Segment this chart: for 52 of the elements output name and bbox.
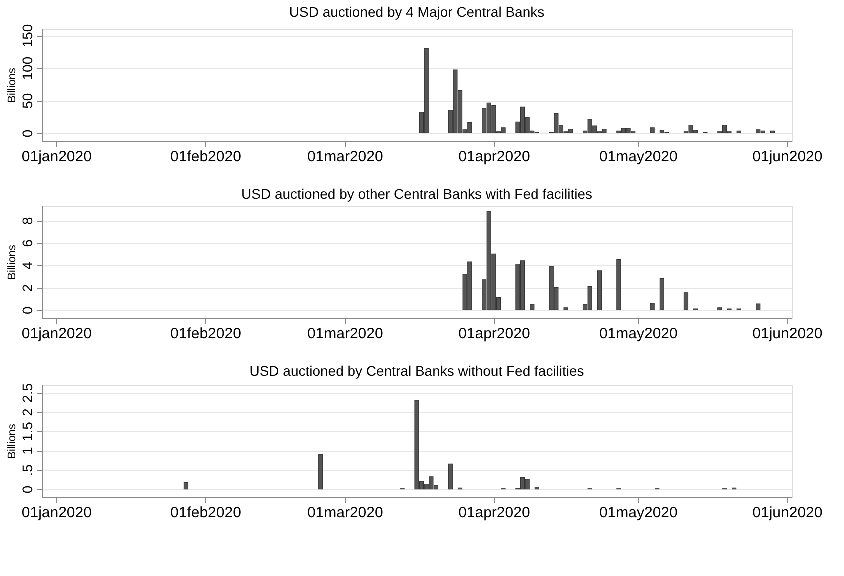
bar	[650, 128, 655, 134]
y-tick-label: 4	[20, 262, 36, 270]
y-tick-label: 2	[20, 408, 36, 416]
bar	[318, 454, 324, 490]
x-tick-label: 01may2020	[599, 504, 678, 522]
x-tick-label: 01jan2020	[22, 148, 92, 166]
x-tick-label: 01jan2020	[22, 326, 92, 342]
x-tick-label: 01jan2020	[22, 504, 92, 522]
bar	[184, 482, 189, 490]
bar	[448, 464, 453, 490]
y-tick-label: 8	[20, 216, 36, 225]
bar	[530, 304, 535, 310]
chart-title: USD auctioned by Central Banks without Fed facilities	[250, 362, 584, 379]
y-axis-title: Billions	[6, 424, 18, 459]
y-tick-label: 6	[20, 239, 36, 248]
bar	[718, 308, 722, 310]
y-tick-label: 0	[20, 486, 36, 494]
x-tick-label: 01mar2020	[307, 326, 384, 342]
x-tick-label: 01jun2020	[752, 326, 823, 342]
y-tick-label: 0	[20, 130, 36, 138]
bar	[650, 303, 655, 310]
bar	[616, 259, 622, 310]
x-tick-label: 01feb2020	[170, 148, 242, 166]
y-tick-label: .5	[20, 464, 36, 476]
bar	[564, 308, 568, 310]
x-tick-label: 01apr2020	[458, 326, 530, 342]
bar	[660, 278, 664, 310]
y-axis-title: Billions	[6, 244, 18, 280]
x-tick-label: 01jun2020	[752, 504, 823, 522]
y-tick-label: 150	[20, 24, 36, 48]
bar	[684, 292, 689, 310]
y-tick-label: 1	[20, 447, 36, 456]
y-tick-label: 50	[20, 93, 36, 109]
y-tick-label: 0	[20, 306, 36, 315]
x-tick-label: 01mar2020	[307, 504, 384, 522]
y-tick-label: 1.5	[20, 422, 36, 442]
x-tick-label: 01may2020	[599, 148, 678, 166]
chart-title: USD auctioned by 4 Major Central Banks	[289, 4, 545, 20]
x-tick-label: 01jun2020	[752, 148, 823, 166]
y-tick-label: 100	[20, 56, 36, 80]
y-axis-title: Billions	[6, 68, 18, 103]
y-tick-label: 2	[20, 284, 36, 292]
x-tick-label: 01apr2020	[458, 504, 530, 522]
bar	[756, 304, 761, 310]
x-tick-label: 01may2020	[599, 326, 678, 342]
chart-title: USD auctioned by other Central Banks with Fed facilities	[242, 186, 592, 202]
bar	[597, 270, 602, 310]
x-tick-label: 01feb2020	[170, 326, 242, 342]
y-tick-label: 2.5	[20, 383, 36, 403]
x-tick-label: 01apr2020	[458, 148, 530, 166]
x-tick-label: 01feb2020	[170, 504, 242, 522]
x-tick-label: 01mar2020	[307, 148, 384, 166]
